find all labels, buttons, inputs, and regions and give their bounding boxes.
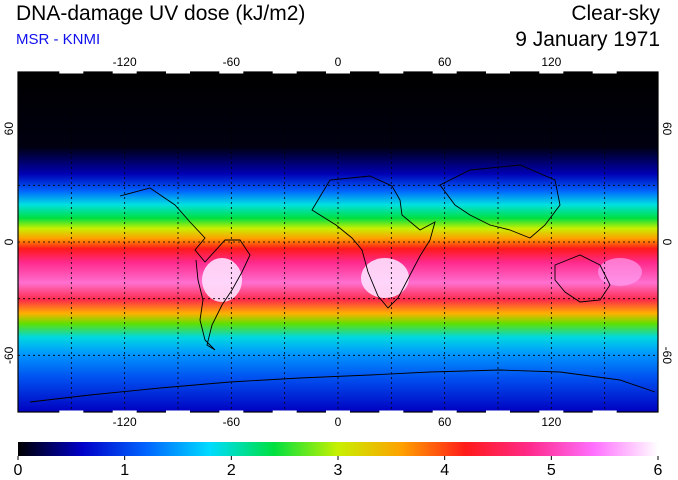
colorbar (18, 442, 658, 456)
latitude-tick-label: 0 (660, 239, 674, 246)
colorbar-tick-label: 2 (227, 462, 236, 479)
longitude-tick-label: 0 (335, 415, 342, 429)
latitude-labels-left: 60 0 -60 (2, 122, 16, 364)
colorbar-tick-label: 3 (334, 462, 343, 479)
longitude-tick-label: -60 (223, 415, 241, 429)
colorbar-tick-label: 1 (120, 462, 129, 479)
latitude-tick-label: -60 (660, 347, 674, 365)
longitude-labels-bottom: -120 -60 0 60 120 (113, 415, 562, 429)
longitude-tick-label: 120 (541, 55, 561, 69)
colorbar-tick-label: 4 (440, 462, 449, 479)
latitude-tick-label: 0 (2, 238, 16, 245)
colorbar-tick-label: 5 (547, 462, 556, 479)
longitude-tick-label: -60 (223, 55, 241, 69)
coastline (311, 175, 436, 309)
latitude-tick-label: 60 (2, 122, 16, 136)
graticule (18, 72, 658, 412)
coastline (439, 164, 561, 239)
longitude-labels-top: -120 -60 0 60 120 (113, 55, 562, 69)
map-title: DNA-damage UV dose (kJ/m2) (16, 2, 306, 25)
date-label: 9 January 1971 (515, 28, 660, 51)
longitude-tick-label: 60 (438, 55, 452, 69)
longitude-tick-label: 60 (438, 415, 452, 429)
map-features (29, 164, 656, 403)
source-label: MSR - KNMI (16, 31, 101, 48)
coastline (29, 369, 656, 403)
latitude-tick-label: 60 (660, 122, 674, 136)
sky-condition-label: Clear-sky (571, 2, 660, 25)
coastline (119, 187, 251, 351)
latitude-tick-label: -60 (2, 346, 16, 364)
uv-hotspot (202, 258, 242, 302)
colorbar-tick-label: 0 (14, 462, 23, 479)
longitude-tick-label: -120 (113, 415, 137, 429)
coastline (554, 254, 611, 303)
uv-hotspot (361, 258, 409, 298)
uv-hotspot (598, 258, 642, 286)
frame-ticks (59, 70, 617, 414)
longitude-tick-label: 0 (335, 55, 342, 69)
colorbar-tick-label: 6 (654, 462, 663, 479)
latitude-labels-right: 60 0 -60 (660, 122, 674, 364)
longitude-tick-label: 120 (541, 415, 561, 429)
longitude-tick-label: -120 (113, 55, 137, 69)
colorbar-labels: 0 1 2 3 4 5 6 (14, 456, 663, 479)
